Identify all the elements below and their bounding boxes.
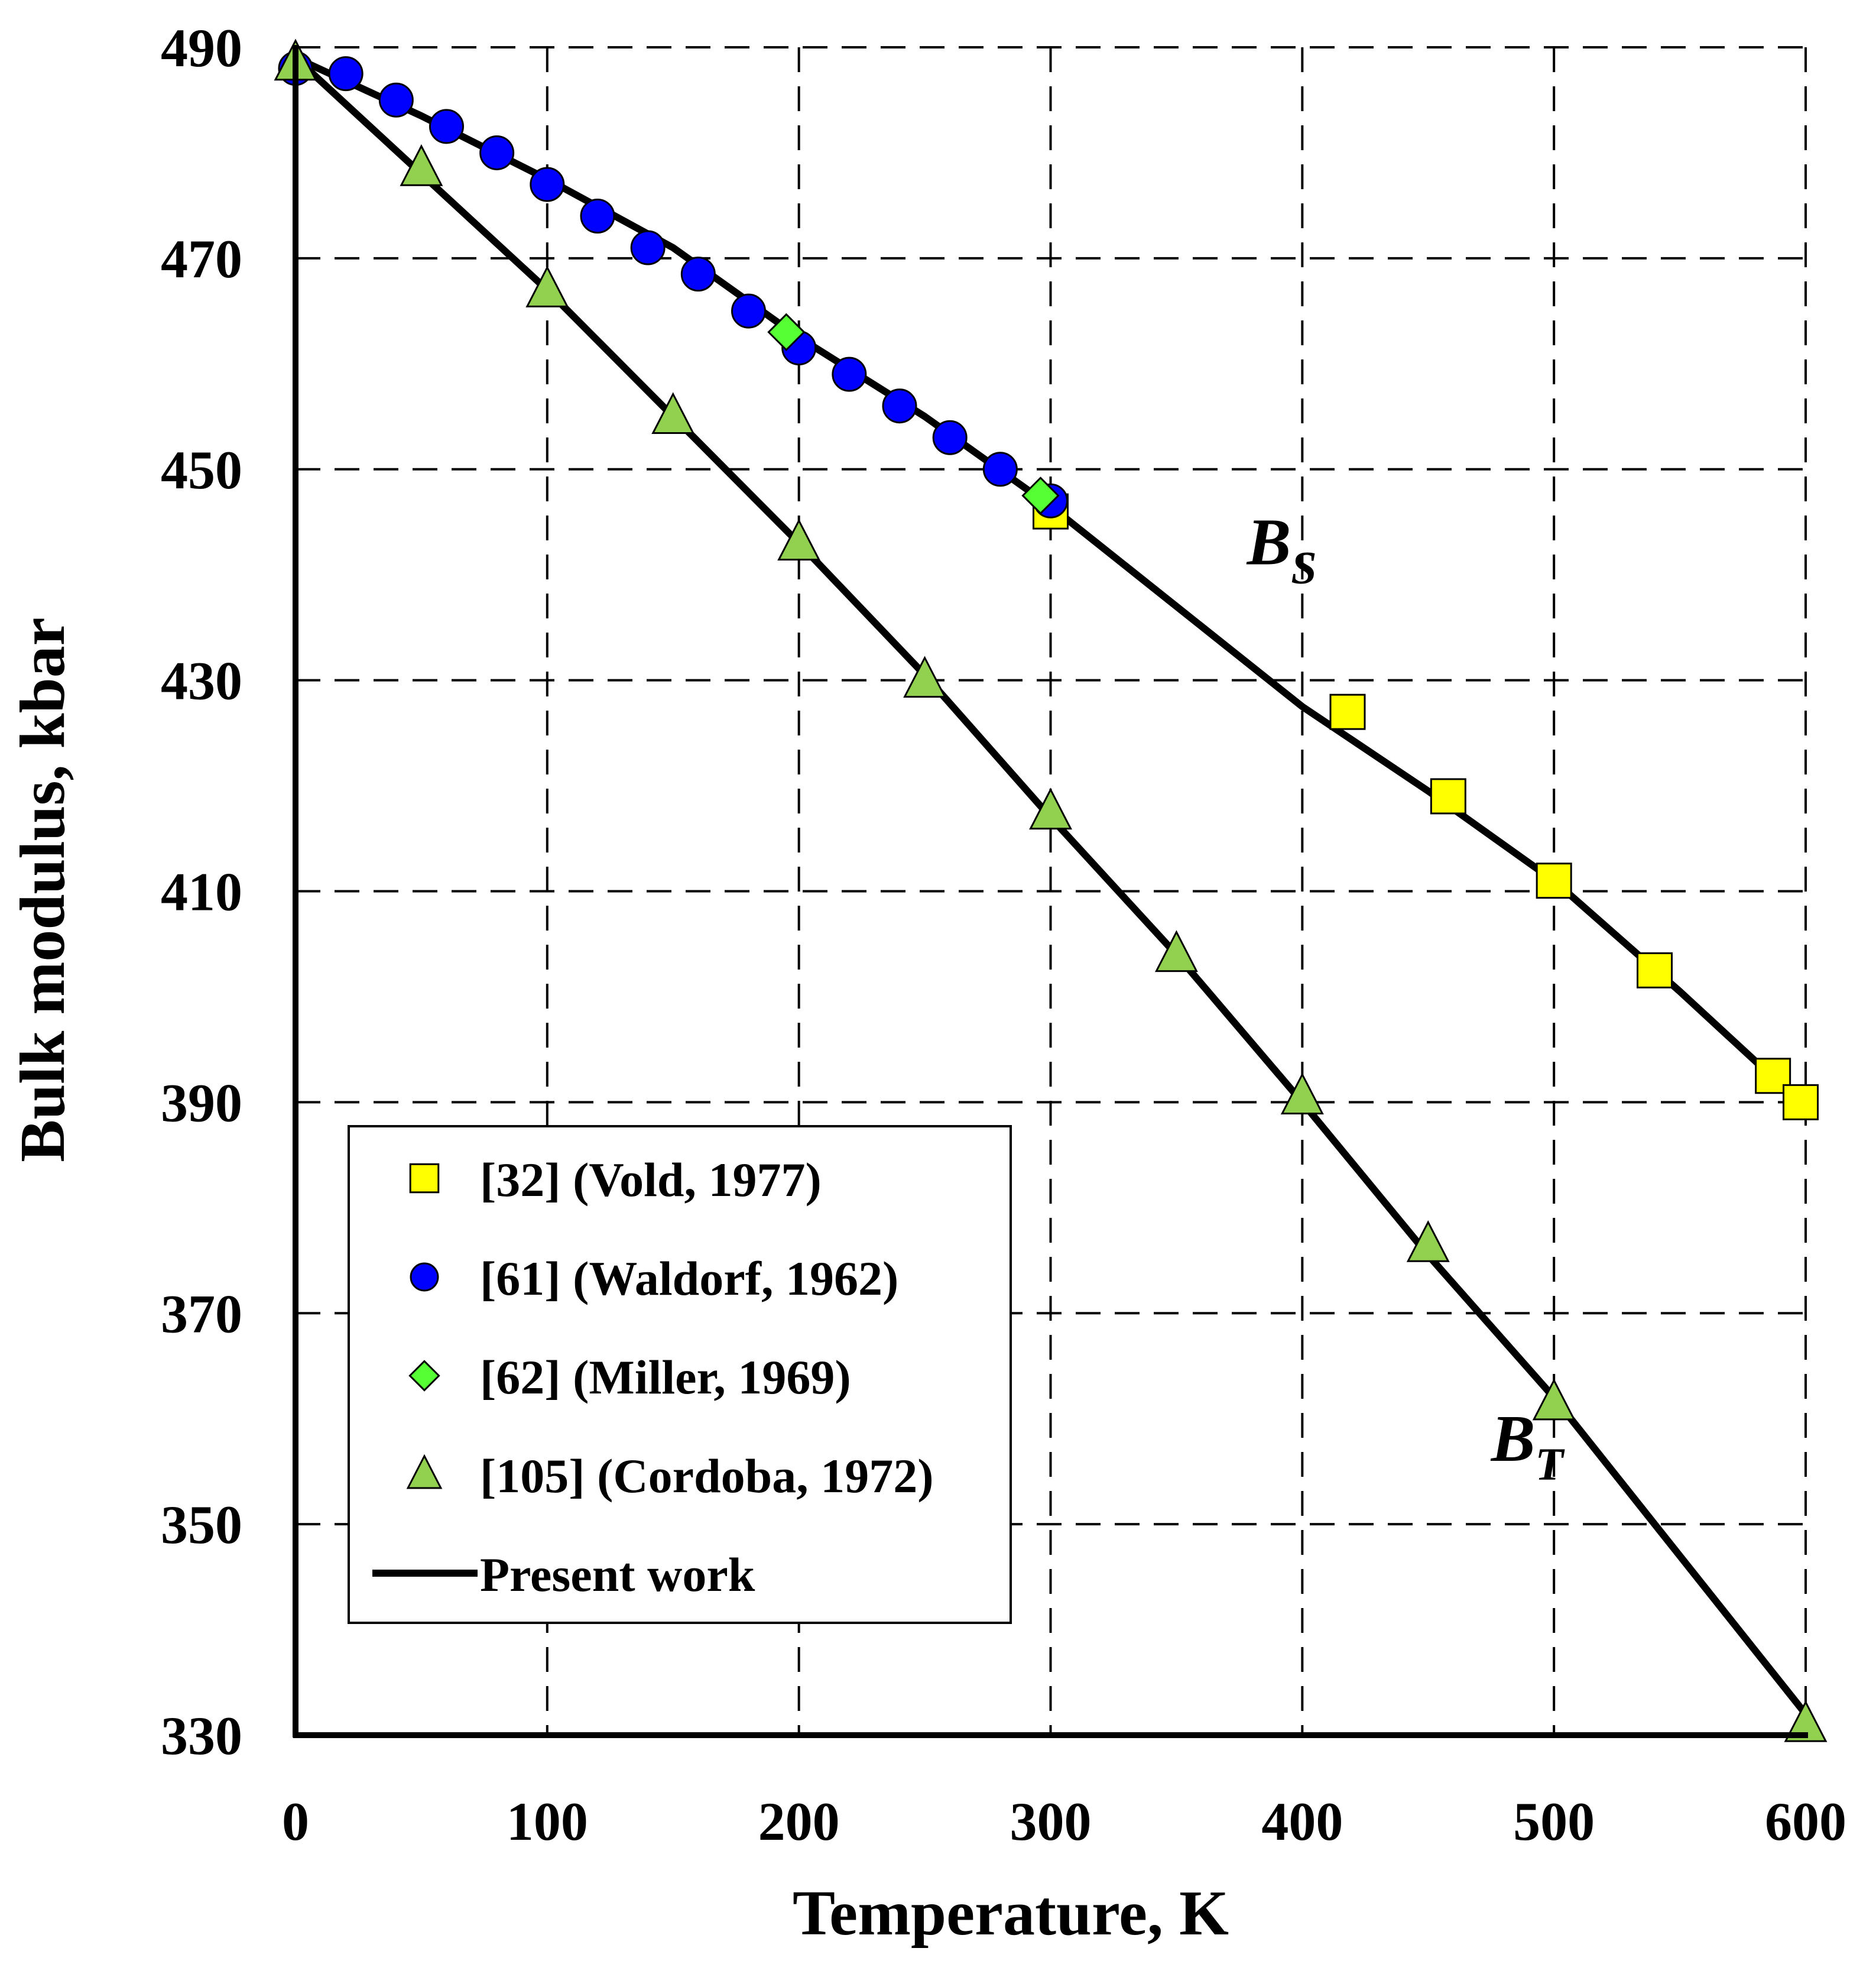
triangle-point	[1532, 1378, 1576, 1421]
y-tick-label: 330	[161, 1706, 242, 1766]
x-tick-label: 0	[282, 1791, 309, 1852]
circle-point	[982, 452, 1018, 487]
square-point	[1637, 952, 1673, 988]
legend-label: [32] (Vold, 1977)	[480, 1153, 822, 1207]
x-tick-label: 100	[507, 1791, 588, 1852]
triangle-point	[1154, 930, 1198, 973]
y-tick-label: 470	[161, 229, 242, 289]
x-axis-title: Temperature, K	[793, 1878, 1229, 1949]
y-tick-label: 450	[161, 440, 242, 500]
y-tick-label: 410	[161, 862, 242, 922]
x-tick-label: 400	[1261, 1791, 1343, 1852]
y-tick-label: 430	[161, 651, 242, 711]
y-tick-label: 490	[161, 18, 242, 78]
circle-point	[731, 293, 766, 329]
y-tick-label: 370	[161, 1283, 242, 1344]
triangle-point	[1784, 1700, 1828, 1742]
legend-label: Present work	[480, 1548, 755, 1602]
legend-square-marker	[409, 1163, 440, 1194]
x-tick-label: 300	[1010, 1791, 1092, 1852]
triangle-point	[1029, 787, 1072, 830]
square-point	[1782, 1084, 1819, 1120]
circle-point	[580, 199, 615, 234]
square-point	[1430, 778, 1466, 815]
axes	[293, 45, 1808, 1738]
curve-label-subscript: T	[1535, 1438, 1565, 1490]
y-tick-label: 390	[161, 1072, 242, 1133]
curve-label-subscript: S	[1291, 542, 1316, 593]
triangle-point	[1280, 1072, 1324, 1114]
circle-point	[530, 167, 565, 202]
circle-point	[378, 82, 414, 118]
circle-point	[882, 388, 917, 424]
y-tick-label: 350	[161, 1495, 242, 1555]
circle-point	[932, 420, 968, 455]
circle-point	[680, 257, 716, 292]
square-point	[1755, 1058, 1791, 1094]
legend-label: [105] (Cordoba, 1972)	[480, 1449, 934, 1503]
triangle-point	[651, 392, 695, 435]
legend-diamond-marker	[408, 1360, 440, 1392]
diamond-point	[767, 313, 806, 351]
x-tick-label: 200	[758, 1791, 840, 1852]
legend-label: [62] (Miller, 1969)	[480, 1350, 851, 1404]
triangle-point	[525, 265, 569, 307]
curve-label-bt: BT	[1490, 1402, 1566, 1490]
triangle-point	[400, 144, 443, 186]
curve-label-bs: BS	[1246, 505, 1317, 593]
legend-box	[348, 1125, 1012, 1624]
y-axis-title: Bulk modulus, kbar	[8, 617, 78, 1162]
triangle-point	[777, 518, 821, 561]
square-point	[1536, 863, 1572, 899]
tick-labels: 0 100 200 300 400 500 600 330 350 370 390 410 430 450…	[161, 18, 1846, 1852]
triangle-point	[903, 656, 947, 698]
circle-point	[328, 56, 363, 92]
curve-label-main: B	[1246, 505, 1291, 579]
legend-label: [61] (Waldorf, 1962)	[480, 1252, 898, 1305]
diamond-point	[1021, 477, 1060, 515]
circle-point	[479, 135, 515, 170]
triangle-point	[1406, 1220, 1450, 1262]
legend-triangle-marker	[406, 1454, 443, 1489]
circle-point	[630, 230, 666, 265]
circle-point	[429, 109, 464, 144]
legend-circle-marker	[410, 1262, 439, 1292]
legend: [32] (Vold, 1977) [61] (Waldorf, 1962) [62…	[348, 1125, 1012, 1624]
x-tick-label: 600	[1765, 1791, 1846, 1852]
data-markers	[274, 38, 1828, 1742]
curve-label-main: B	[1490, 1402, 1536, 1476]
square-point	[1329, 693, 1366, 730]
circle-point	[832, 356, 867, 392]
x-tick-label: 500	[1513, 1791, 1595, 1852]
